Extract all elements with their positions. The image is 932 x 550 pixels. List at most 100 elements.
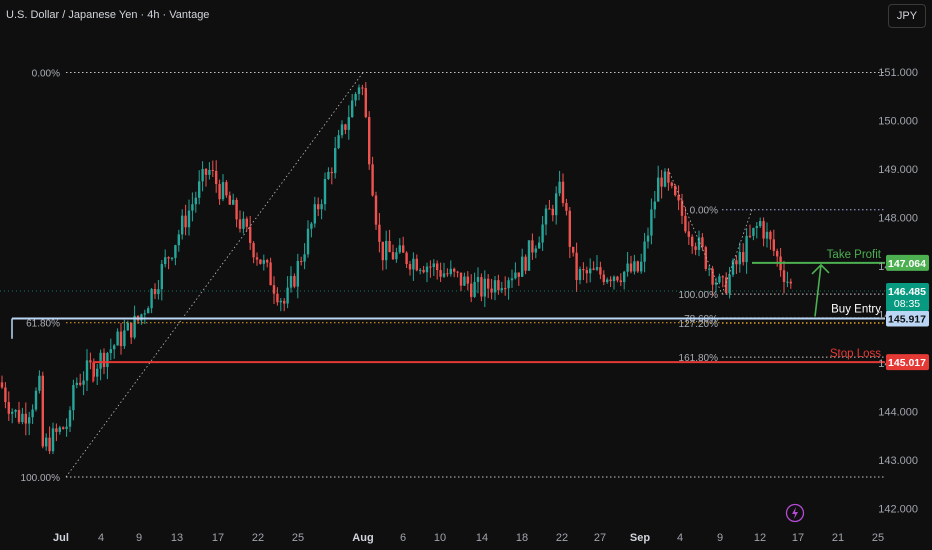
time-tick-label: 18 [516,532,528,544]
candle-body [96,368,99,377]
candle-body [623,271,626,283]
candle-body [300,260,303,262]
candle-body [684,215,687,232]
candle-body [480,277,483,297]
candle-body [762,221,765,239]
candle-body [14,409,17,412]
candle-body [531,240,534,253]
candle-body [629,263,633,272]
candle-body [616,276,619,281]
candle-body [398,245,401,253]
candle-body [453,268,456,272]
candle-body [755,226,758,228]
time-tick-label: Sep [630,532,650,544]
target-arrow[interactable] [814,264,822,317]
candle-body [405,252,408,265]
candle-body [470,283,473,297]
price-tick-label: 143.000 [878,455,918,467]
candle-body [238,219,242,229]
candle-body [449,268,452,275]
candle-body [415,258,418,271]
candle-body [174,245,177,258]
fib-trend-line[interactable] [65,72,364,478]
candle-body [232,199,235,205]
candle-body [714,282,718,285]
candle-body [609,279,612,282]
candle-body [602,274,605,283]
candle-body [157,289,160,295]
candle-body [123,330,126,347]
candle-body [85,360,89,381]
lightning-icon[interactable] [785,503,805,523]
currency-button[interactable]: JPY [888,4,926,28]
candle-body [585,270,588,274]
candle-body [534,248,537,253]
candle-body [252,243,255,258]
candle-body [646,235,650,242]
candle-body [143,313,146,315]
candle-body [572,246,575,253]
time-tick-label: 6 [400,532,406,544]
candle-body [289,275,293,288]
candle-body [510,278,514,281]
candle-body [653,201,656,210]
candle-body [11,411,14,414]
time-tick-label: Aug [352,532,373,544]
fib-trend-line[interactable] [721,209,753,295]
candle-body [106,353,109,368]
candle-body [493,280,497,293]
candle-body [187,210,191,228]
candle-body [561,181,565,203]
price-marker-label: 145.017 [888,357,926,369]
candle-body [748,235,752,237]
candle-body [391,252,395,260]
candle-body [89,360,92,363]
candle-body [521,256,524,277]
candle-body [228,195,231,205]
candle-body [670,182,673,186]
price-marker-label: 147.064 [888,258,926,270]
price-tick-label: 149.000 [878,164,918,176]
candle-body [215,170,218,185]
candle-body [697,237,701,250]
candle-body [323,178,327,205]
candle-body [17,409,21,423]
candle-body [31,409,34,418]
candle-body [28,417,31,424]
candle-body [381,241,384,261]
candle-body [113,345,116,350]
current-price-label: 146.485 [888,286,926,298]
candle-body [565,202,568,211]
candle-body [259,259,262,264]
candle-body [402,245,405,253]
time-tick-label: 25 [292,532,304,544]
candle-body [517,272,520,277]
candle-body [476,277,480,282]
time-tick-label: 21 [832,532,844,544]
current-price-box [886,282,929,311]
candle-body [201,168,204,182]
candle-body [633,261,636,272]
trade-levels: Take Profit Buy Entry Stop Loss [11,249,885,383]
price-marker-box [886,254,929,271]
candle-body [75,382,78,386]
candle-body [687,231,690,237]
time-tick-label: 25 [872,532,884,544]
candle-body [446,273,449,275]
stop-loss-label: Stop Loss [830,348,881,360]
candle-body [38,375,41,391]
target-arrow-head [811,263,830,275]
candle-body [725,277,728,294]
candle-body [459,272,463,286]
candle-body [211,170,214,172]
candle-body [160,264,163,290]
fib-level-label: 161.80% [679,353,719,364]
candle-body [92,362,95,377]
candle-body [466,276,469,284]
take-profit-label: Take Profit [827,249,882,261]
fib-trend-line[interactable] [667,168,723,295]
fib-level-label: 100.00% [21,473,61,484]
candle-body [208,170,211,175]
fib-level-label: 127.20% [679,319,719,330]
